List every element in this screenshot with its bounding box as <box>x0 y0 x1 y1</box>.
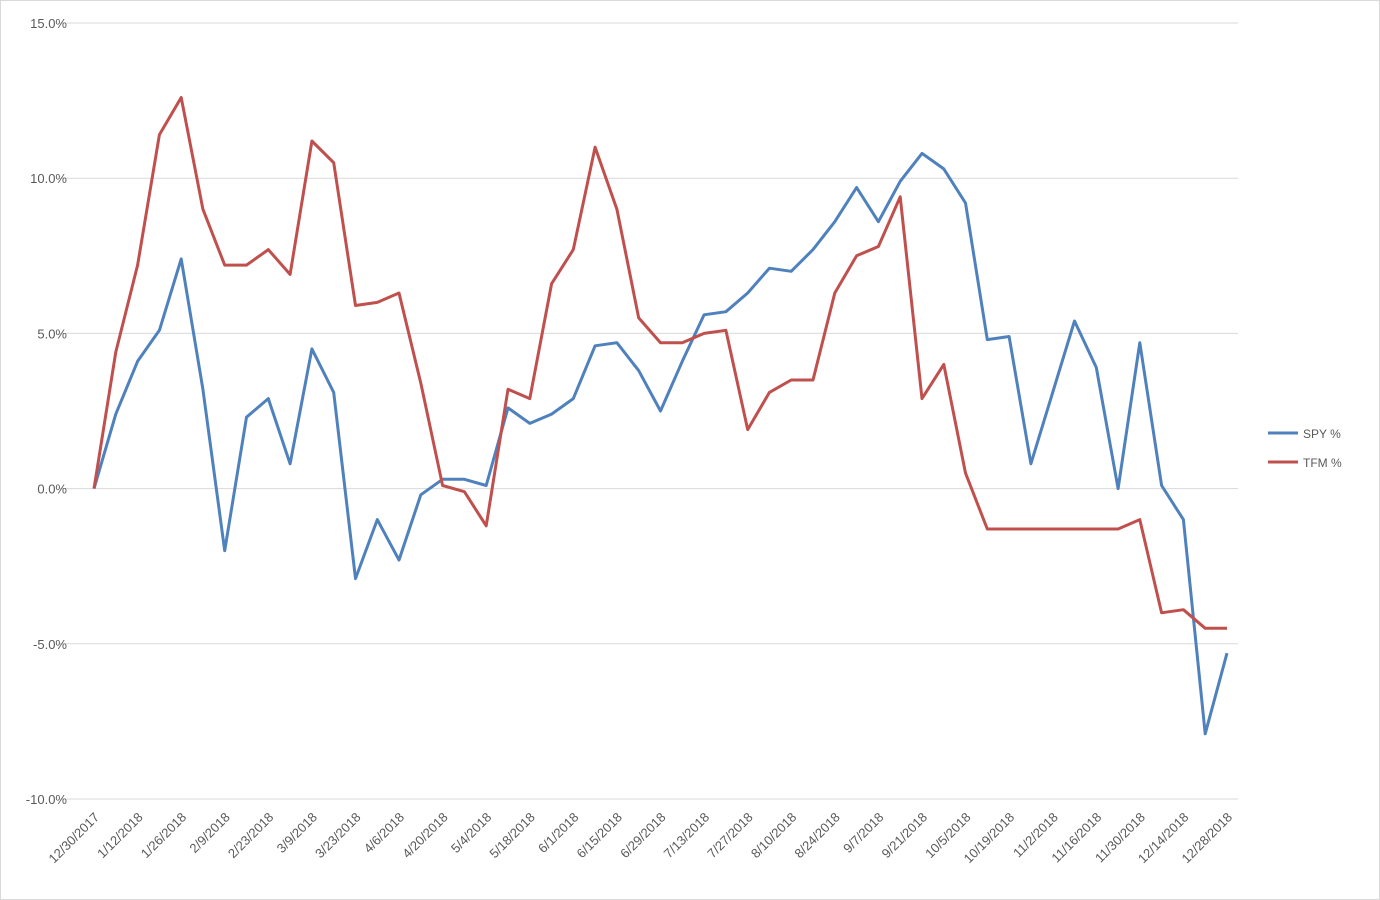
y-tick-label: 10.0% <box>30 171 67 186</box>
legend-label: SPY % <box>1303 427 1341 441</box>
y-tick-label: 15.0% <box>30 16 67 31</box>
legend-label: TFM % <box>1303 456 1342 470</box>
y-tick-label: 5.0% <box>37 326 67 341</box>
y-tick-label: 0.0% <box>37 482 67 497</box>
series-line <box>92 151 1229 736</box>
series-line <box>92 96 1227 630</box>
y-tick-label: -5.0% <box>33 637 67 652</box>
y-tick-label: -10.0% <box>26 792 68 807</box>
